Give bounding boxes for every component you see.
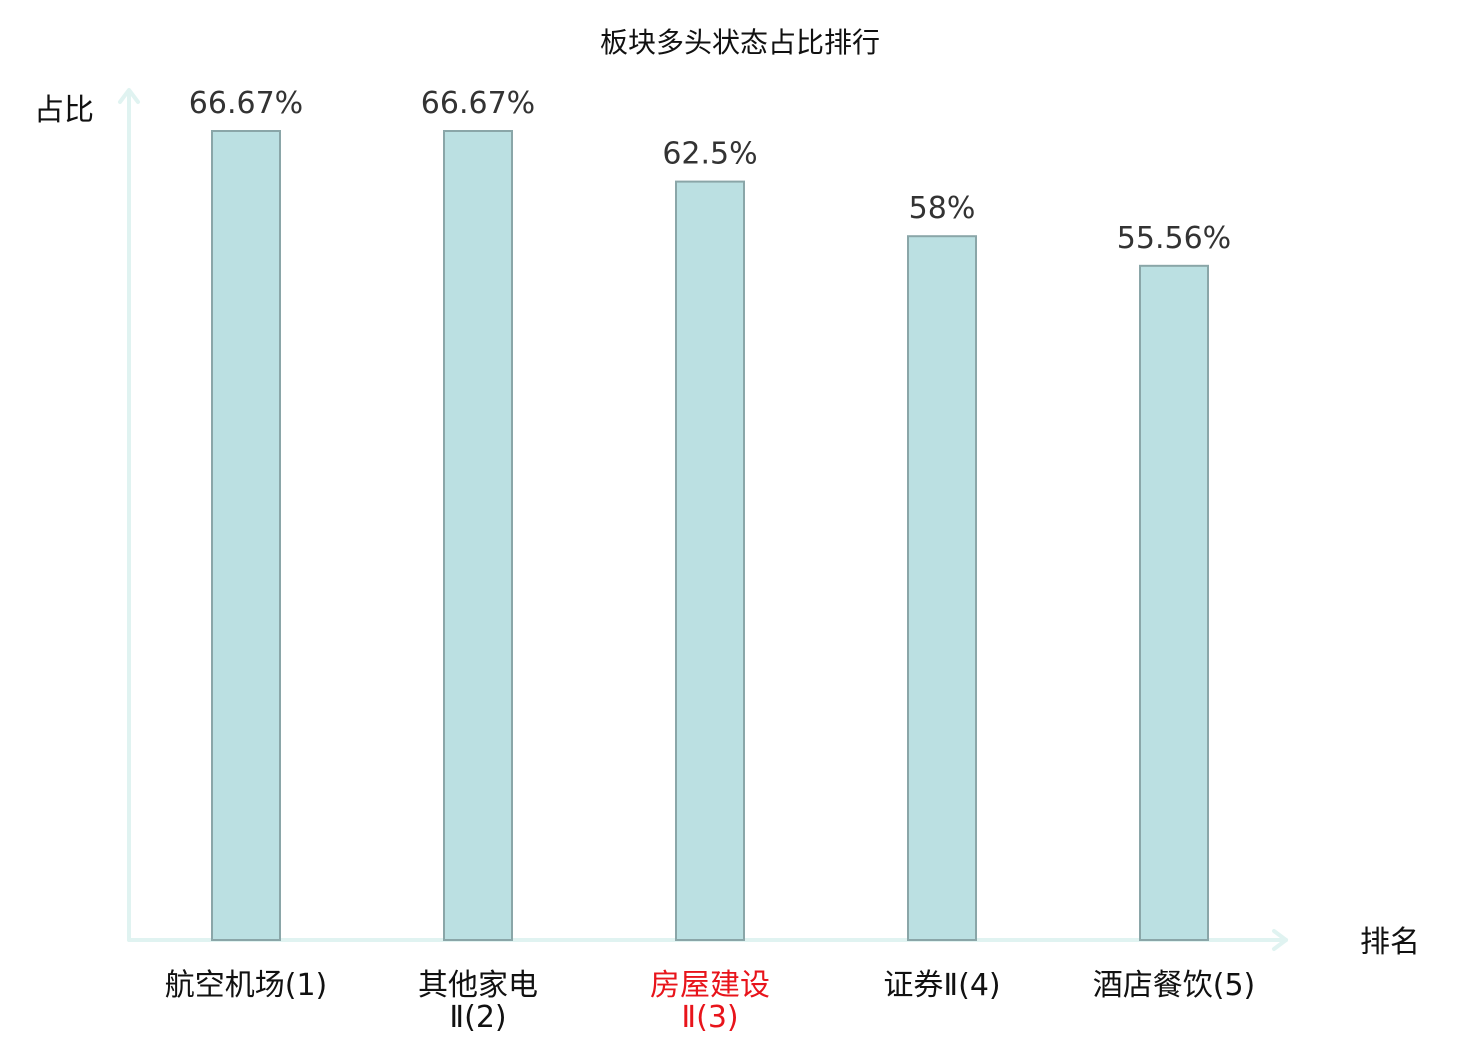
- bar-value-label: 66.67%: [189, 86, 303, 121]
- chart-title: 板块多头状态占比排行: [600, 26, 880, 59]
- bar: [1139, 264, 1209, 941]
- value-labels-group: 66.67% 66.67% 62.5% 58% 55.56%: [189, 86, 1231, 256]
- bar: [675, 180, 745, 942]
- x-tick-label: 航空机场(1): [165, 968, 328, 1003]
- bar-value-label: 55.56%: [1117, 221, 1231, 256]
- bar: [211, 130, 281, 941]
- x-tick-label: 酒店餐饮(5): [1093, 968, 1256, 1003]
- bar: [907, 235, 977, 941]
- bar-value-label: 62.5%: [662, 137, 757, 172]
- x-tick-label: 证券Ⅱ(4): [883, 968, 1000, 1003]
- bar-value-label: 58%: [909, 191, 976, 226]
- x-tick-label: 房屋建设: [650, 968, 770, 1003]
- x-tick-label: Ⅱ(2): [449, 1000, 506, 1035]
- bar-value-label: 66.67%: [421, 86, 535, 121]
- x-tick-label: 其他家电: [418, 968, 538, 1003]
- y-axis-title: 占比: [34, 93, 94, 128]
- bars-group: [211, 130, 1209, 942]
- x-axis-title: 排名: [1360, 925, 1420, 960]
- x-tick-label: Ⅱ(3): [681, 1000, 738, 1035]
- bar: [443, 130, 513, 941]
- x-axis-arrow: [1272, 929, 1288, 951]
